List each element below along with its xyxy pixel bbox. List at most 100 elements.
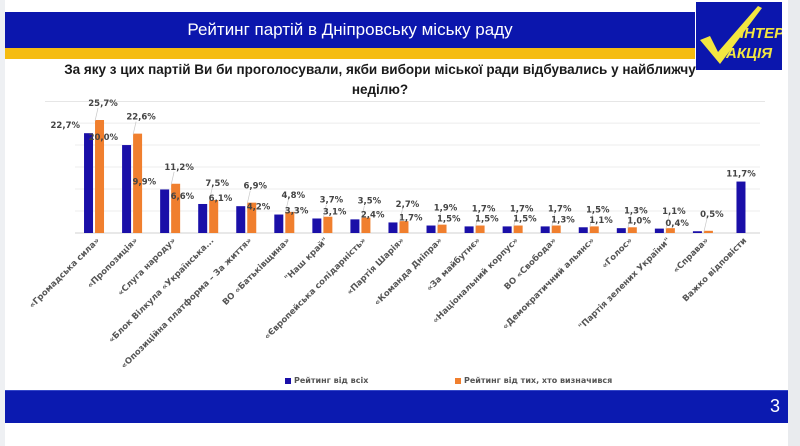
data-label: 1,9% <box>434 204 458 214</box>
data-label: 25,7% <box>88 99 118 109</box>
data-label: 1,7% <box>510 205 534 215</box>
data-label: 6,6% <box>171 192 195 202</box>
data-label: 11,7% <box>726 170 756 180</box>
leader-line <box>589 214 594 228</box>
data-label: 22,6% <box>126 113 156 123</box>
data-label: 22,7% <box>51 121 81 131</box>
data-label: 1,5% <box>437 214 461 224</box>
data-label: 6,1% <box>209 194 233 204</box>
bar-decided <box>95 120 105 233</box>
bar-all <box>350 219 360 233</box>
bar-all <box>274 214 284 233</box>
data-label: 3,1% <box>323 207 347 217</box>
page-number: 3 <box>769 396 780 416</box>
leader-line <box>703 218 708 232</box>
category-label: «Громадська сила» <box>27 236 102 311</box>
data-label: 0,5% <box>700 210 724 220</box>
data-label: 1,7% <box>548 205 572 215</box>
data-label: 1,0% <box>627 217 651 227</box>
category-label: «Команда Дніпра» <box>372 235 445 308</box>
leader-line <box>437 212 441 226</box>
bar-decided <box>513 225 523 233</box>
bar-decided <box>703 230 713 233</box>
legend-swatch-all <box>285 377 291 384</box>
legend-swatch-decided <box>455 377 461 384</box>
leader-line <box>246 190 251 204</box>
bar-all <box>736 181 746 233</box>
logo: ІНТЕР АКЦІЯ <box>696 2 782 70</box>
data-label: 1,7% <box>399 214 423 224</box>
data-label: 9,9% <box>133 177 157 187</box>
leader-line <box>399 209 403 223</box>
leader-line <box>170 171 175 185</box>
bar-decided <box>437 224 447 233</box>
leader-line <box>551 213 556 227</box>
bar-decided <box>475 225 485 233</box>
accent-stripe <box>5 48 695 59</box>
logo-text-1: ІНТЕР <box>740 25 782 42</box>
category-label: «Опозиційна платформа – За життя» <box>119 235 255 371</box>
bar-decided <box>589 226 599 233</box>
logo-text-2: АКЦІЯ <box>725 45 773 62</box>
page-title: Рейтинг партій в Дніпровську міську раду <box>187 20 513 39</box>
category-label: «Справа» <box>671 236 711 276</box>
bar-decided <box>209 200 219 233</box>
data-label: 3,5% <box>358 197 382 207</box>
bar-decided <box>665 228 675 233</box>
bar-decided <box>627 227 637 233</box>
bar-decided <box>551 225 561 233</box>
data-label: 7,5% <box>205 179 229 189</box>
leader-line <box>284 199 289 213</box>
leader-line <box>132 121 137 135</box>
data-label: 1,5% <box>475 214 499 224</box>
data-label: 2,7% <box>396 200 420 210</box>
data-label: 6,9% <box>243 182 267 192</box>
bar-decided <box>399 221 409 233</box>
chart-title: За яку з цих партій Ви би проголосували,… <box>64 62 696 97</box>
data-label: 4,2% <box>247 203 271 213</box>
divider <box>45 101 765 102</box>
data-label: 1,1% <box>662 207 686 217</box>
data-label: 1,5% <box>586 205 610 215</box>
legend-item-decided: Рейтинг від тих, хто визначився <box>455 376 612 385</box>
bar-all <box>312 218 322 233</box>
leader-line <box>361 205 365 219</box>
category-label: ВО «Батьківщина» <box>220 235 292 307</box>
legend-label-decided: Рейтинг від тих, хто визначився <box>464 376 613 385</box>
data-label: 1,1% <box>589 216 613 226</box>
bar-all <box>540 226 550 233</box>
data-label: 3,3% <box>285 206 309 216</box>
leader-line <box>94 107 99 122</box>
bar-all <box>616 228 626 233</box>
bar-all <box>388 222 398 233</box>
category-label: Важко відповісти <box>680 235 749 304</box>
data-label: 1,3% <box>624 206 648 216</box>
bar-all <box>426 225 436 233</box>
bar-all <box>502 226 512 233</box>
leader-line <box>513 213 517 227</box>
data-label: 1,7% <box>472 205 496 215</box>
category-label: «Голос» <box>600 236 635 271</box>
bar-all <box>236 206 246 233</box>
legend-label-all: Рейтинг від всіх <box>294 376 369 385</box>
bar-chart: 22,7%25,7%«Громадська сила»20,0%22,6%«Пр… <box>27 99 760 371</box>
leader-line <box>665 216 670 230</box>
data-label: 3,7% <box>320 196 344 206</box>
header-band <box>5 12 695 48</box>
leader-line <box>323 204 327 218</box>
leader-line <box>475 213 479 227</box>
leader-line <box>627 215 632 229</box>
bar-decided <box>247 202 257 233</box>
legend-item-all: Рейтинг від всіх <box>285 376 368 385</box>
bar-decided <box>171 183 181 233</box>
bar-all <box>464 226 474 233</box>
data-label: 2,4% <box>361 210 385 220</box>
data-label: 1,5% <box>513 214 537 224</box>
bar-all <box>160 189 170 233</box>
data-label: 0,4% <box>665 219 689 229</box>
bar-all <box>654 228 664 233</box>
bar-all <box>84 133 94 233</box>
data-label: 4,8% <box>282 191 306 201</box>
bar-all <box>578 227 588 233</box>
bar-decided <box>323 216 333 233</box>
